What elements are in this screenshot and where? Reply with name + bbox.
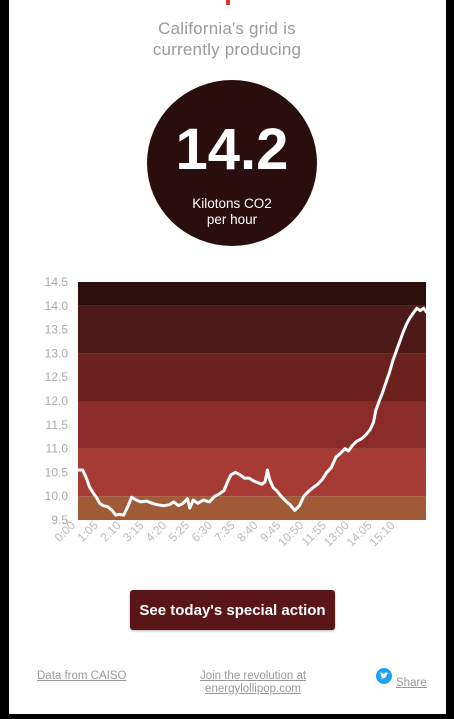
x-axis-ticks: 0:001:052:103:154:205:256:307:358:409:45…	[52, 518, 398, 549]
y-tick-label: 13.5	[45, 323, 69, 337]
x-tick-label: 3:15	[120, 518, 147, 545]
top-marker	[226, 0, 230, 5]
unit-line-2: per hour	[206, 212, 258, 227]
x-tick-label: 2:10	[97, 518, 124, 545]
chart-bands	[78, 282, 426, 520]
y-axis-ticks: 9.5 10.0 10.5 11.0 11.5 12.0 12.5 13.0 13.5 14.0 1…	[45, 275, 69, 527]
x-tick-label: 15:10	[366, 518, 397, 549]
x-tick-label: 6:30	[189, 518, 216, 545]
band-1	[78, 448, 426, 497]
unit-line-1: Kilotons CO2	[192, 196, 272, 211]
x-tick-label: 5:25	[166, 518, 193, 545]
headline: California's grid is currently producing	[0, 18, 454, 60]
twitter-icon	[376, 668, 392, 684]
current-emissions-unit: Kilotons CO2 per hour	[147, 196, 317, 228]
x-tick-label: 4:20	[143, 518, 170, 545]
x-tick-label: 8:40	[234, 518, 261, 545]
current-emissions-value: 14.2	[175, 117, 289, 182]
emissions-line	[78, 295, 436, 517]
current-emissions-circle: 14.2 Kilotons CO2 per hour	[147, 80, 317, 246]
band-5	[78, 282, 426, 306]
y-tick-label: 13.0	[45, 346, 69, 360]
y-tick-label: 9.5	[51, 513, 68, 527]
band-4	[78, 305, 426, 354]
special-action-button[interactable]: See today's special action	[130, 590, 335, 630]
y-tick-label: 14.0	[45, 299, 69, 313]
y-tick-label: 11.0	[46, 442, 69, 456]
data-source-link[interactable]: Data from CAISO	[37, 670, 127, 682]
join-revolution-link[interactable]: Join the revolution at energylollipop.co…	[190, 670, 316, 696]
x-tick-label: 7:35	[211, 518, 238, 545]
y-tick-label: 10.5	[45, 465, 69, 479]
headline-line-1: California's grid is	[158, 19, 296, 38]
band-3	[78, 353, 426, 401]
y-tick-label: 12.0	[45, 394, 69, 408]
x-tick-label: 1:05	[75, 518, 102, 545]
y-tick-label: 12.5	[45, 370, 69, 384]
headline-line-2: currently producing	[152, 40, 302, 59]
join-line-2: energylollipop.com	[205, 683, 301, 695]
chart-lines	[78, 295, 436, 517]
join-line-1: Join the revolution at	[199, 670, 307, 682]
share-label: Share	[396, 677, 427, 689]
y-tick-label: 11.5	[46, 418, 69, 432]
y-tick-label: 14.5	[45, 275, 69, 289]
x-tick-label: 10:50	[275, 518, 306, 549]
emissions-chart: 9.5 10.0 10.5 11.0 11.5 12.0 12.5 13.0 13.5 14.0 1…	[44, 275, 436, 550]
y-tick-label: 10.0	[45, 489, 69, 503]
band-0	[78, 496, 426, 520]
band-2	[78, 401, 426, 449]
